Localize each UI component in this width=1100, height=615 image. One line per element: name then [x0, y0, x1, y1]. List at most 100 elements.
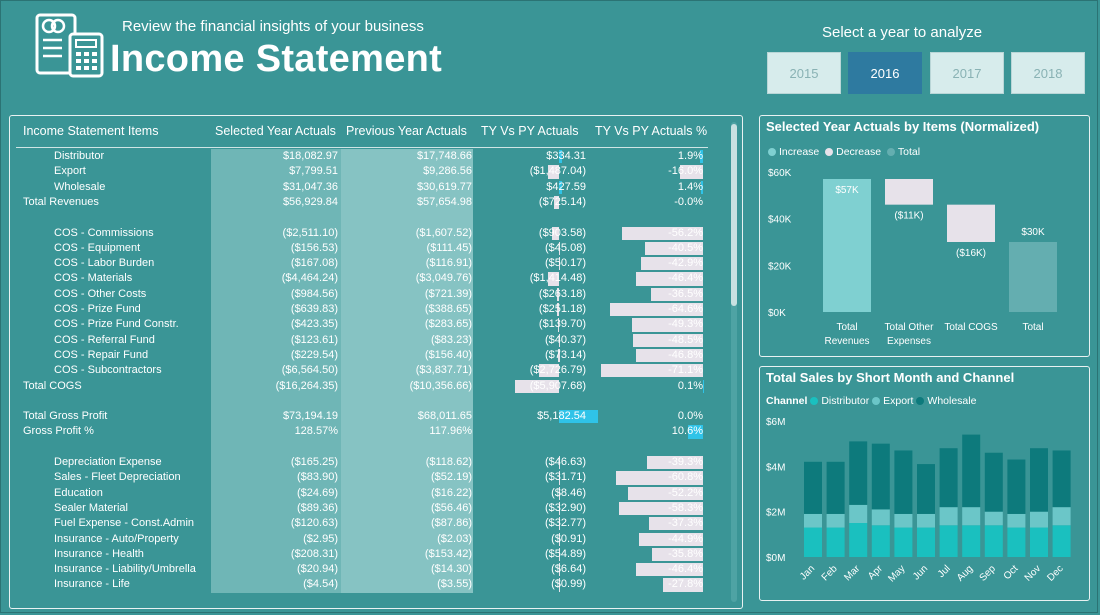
- difference-value: ($73.14): [545, 348, 586, 361]
- row-label: COS - Prize Fund Constr.: [54, 318, 179, 331]
- data-label: $57K: [835, 185, 859, 196]
- row-label: Sealer Material: [54, 501, 128, 514]
- difference-value: ($46.63): [545, 456, 586, 468]
- legend-item-distributor[interactable]: Distributor: [810, 395, 869, 407]
- selected-year-value: $18,082.97: [282, 150, 338, 162]
- selected-year-value: $7,799.51: [289, 165, 338, 178]
- bar-segment-wholesale: [1030, 448, 1048, 512]
- calculator-document-icon: [35, 13, 104, 78]
- difference-pct-bar: [663, 578, 703, 592]
- previous-year-column-shading: [341, 149, 473, 593]
- selected-year-value: ($6,564.50): [281, 364, 338, 377]
- row-label: Wholesale: [54, 180, 106, 193]
- legend-item-export[interactable]: Export: [872, 395, 913, 407]
- bar-segment-distributor: [1052, 525, 1071, 557]
- legend-swatch: [886, 148, 895, 156]
- difference-pct-bar: [636, 563, 703, 577]
- difference-bar: [558, 241, 561, 256]
- row-label: Gross Profit %: [23, 425, 94, 438]
- bar-segment-distributor: [894, 527, 913, 557]
- x-tick-label: Mar: [842, 563, 862, 583]
- row-label: COS - Other Costs: [54, 287, 147, 300]
- previous-year-value: ($83.23): [431, 333, 472, 346]
- difference-value: ($903.58): [538, 226, 586, 239]
- legend-item-total[interactable]: Total: [886, 146, 920, 158]
- difference-bar: [558, 486, 561, 500]
- row-label: Education: [54, 486, 103, 499]
- previous-year-value: $30,619.77: [416, 180, 472, 193]
- difference-bar: [558, 257, 561, 271]
- legend-item-decrease[interactable]: Decrease: [825, 146, 881, 158]
- difference-pct-value: -16.0%: [668, 165, 703, 178]
- row-label: Sales - Fleet Depreciation: [54, 471, 181, 484]
- column-header-items[interactable]: Income Statement Items: [23, 124, 159, 138]
- x-tick-label: Apr: [866, 563, 885, 582]
- difference-pct-bar: [700, 150, 703, 164]
- year-button-2015[interactable]: 2015: [767, 52, 841, 94]
- table-body: Distributor $18,082.97 $17,748.66 $334.31 1.…: [10, 149, 730, 608]
- difference-value: $334.31: [546, 150, 586, 162]
- row-label: Insurance - Health: [54, 547, 144, 560]
- difference-pct-value: -49.3%: [668, 318, 703, 331]
- column-header-selected-year[interactable]: Selected Year Actuals: [215, 124, 336, 138]
- selected-year-value: ($83.90): [297, 471, 338, 484]
- difference-pct-value: 0.0%: [677, 410, 703, 423]
- legend-item-wholesale[interactable]: Wholesale: [916, 395, 976, 407]
- difference-pct-bar: [687, 425, 703, 439]
- row-label: Distributor: [54, 150, 105, 162]
- x-tick-label: Nov: [1023, 563, 1043, 583]
- bar-segment-distributor: [1030, 527, 1048, 557]
- selected-year-value: ($208.31): [290, 547, 338, 560]
- previous-year-value: ($1,607.52): [415, 226, 472, 239]
- previous-year-value: $68,011.65: [417, 410, 472, 423]
- difference-pct-value: 1.4%: [677, 180, 703, 193]
- data-label: ($11K): [894, 211, 923, 222]
- legend-swatch: [916, 397, 925, 405]
- year-button-2018[interactable]: 2018: [1011, 52, 1085, 94]
- column-header-difference-pct[interactable]: TY Vs PY Actuals %: [595, 124, 708, 138]
- y-tick-label: $40K: [768, 215, 792, 226]
- table-row[interactable]: [10, 210, 710, 225]
- bar-segment-export: [917, 513, 935, 528]
- selected-year-column-shading: [211, 149, 341, 593]
- table-scrollbar-thumb[interactable]: [731, 124, 737, 306]
- selected-year-value: ($123.61): [290, 333, 338, 346]
- previous-year-value: $57,654.98: [416, 195, 472, 208]
- difference-pct-value: -40.5%: [668, 241, 703, 254]
- difference-pct-bar: [632, 318, 703, 332]
- selected-year-value: ($229.54): [290, 348, 338, 361]
- selected-year-value: ($4.54): [303, 578, 338, 591]
- difference-value: ($139.70): [538, 318, 586, 331]
- difference-pct-bar: [641, 257, 703, 271]
- year-button-2016[interactable]: 2016: [848, 52, 922, 94]
- difference-value: ($31.71): [545, 471, 586, 484]
- bar-segment-export: [1030, 511, 1048, 528]
- bar-segment-wholesale: [1052, 450, 1071, 508]
- x-tick-label: Total COGS: [944, 322, 998, 333]
- selected-year-value: ($16,264.35): [275, 379, 338, 392]
- legend-swatch: [872, 397, 881, 405]
- difference-value: ($5,907.68): [529, 379, 586, 392]
- difference-value: ($45.08): [545, 241, 586, 254]
- difference-pct-bar: [638, 532, 703, 546]
- previous-year-value: ($56.46): [431, 501, 472, 514]
- table-row[interactable]: [10, 394, 710, 409]
- previous-year-value: ($3,049.76): [415, 272, 472, 285]
- table-row[interactable]: [10, 440, 710, 455]
- previous-year-value: ($16.22): [431, 486, 472, 499]
- y-tick-label: $0M: [766, 553, 785, 564]
- column-header-difference[interactable]: TY Vs PY Actuals: [481, 124, 579, 138]
- previous-year-value: ($14.30): [431, 563, 472, 576]
- header-subtitle: Review the financial insights of your bu…: [122, 18, 424, 35]
- bar-segment-export: [1007, 513, 1026, 528]
- difference-bar: [548, 272, 559, 286]
- difference-bar: [552, 226, 559, 240]
- row-label: COS - Referral Fund: [54, 333, 155, 346]
- column-header-previous-year[interactable]: Previous Year Actuals: [346, 124, 467, 138]
- table-scrollbar-track[interactable]: [731, 122, 737, 602]
- year-button-2017[interactable]: 2017: [930, 52, 1004, 94]
- waterfall-chart: $0K $20K $40K $60K $57K Total Revenues ($11K) To…: [768, 168, 1057, 347]
- previous-year-value: ($721.39): [424, 287, 472, 300]
- difference-value: ($8.46): [551, 486, 586, 499]
- legend-item-increase[interactable]: Increase: [768, 146, 819, 158]
